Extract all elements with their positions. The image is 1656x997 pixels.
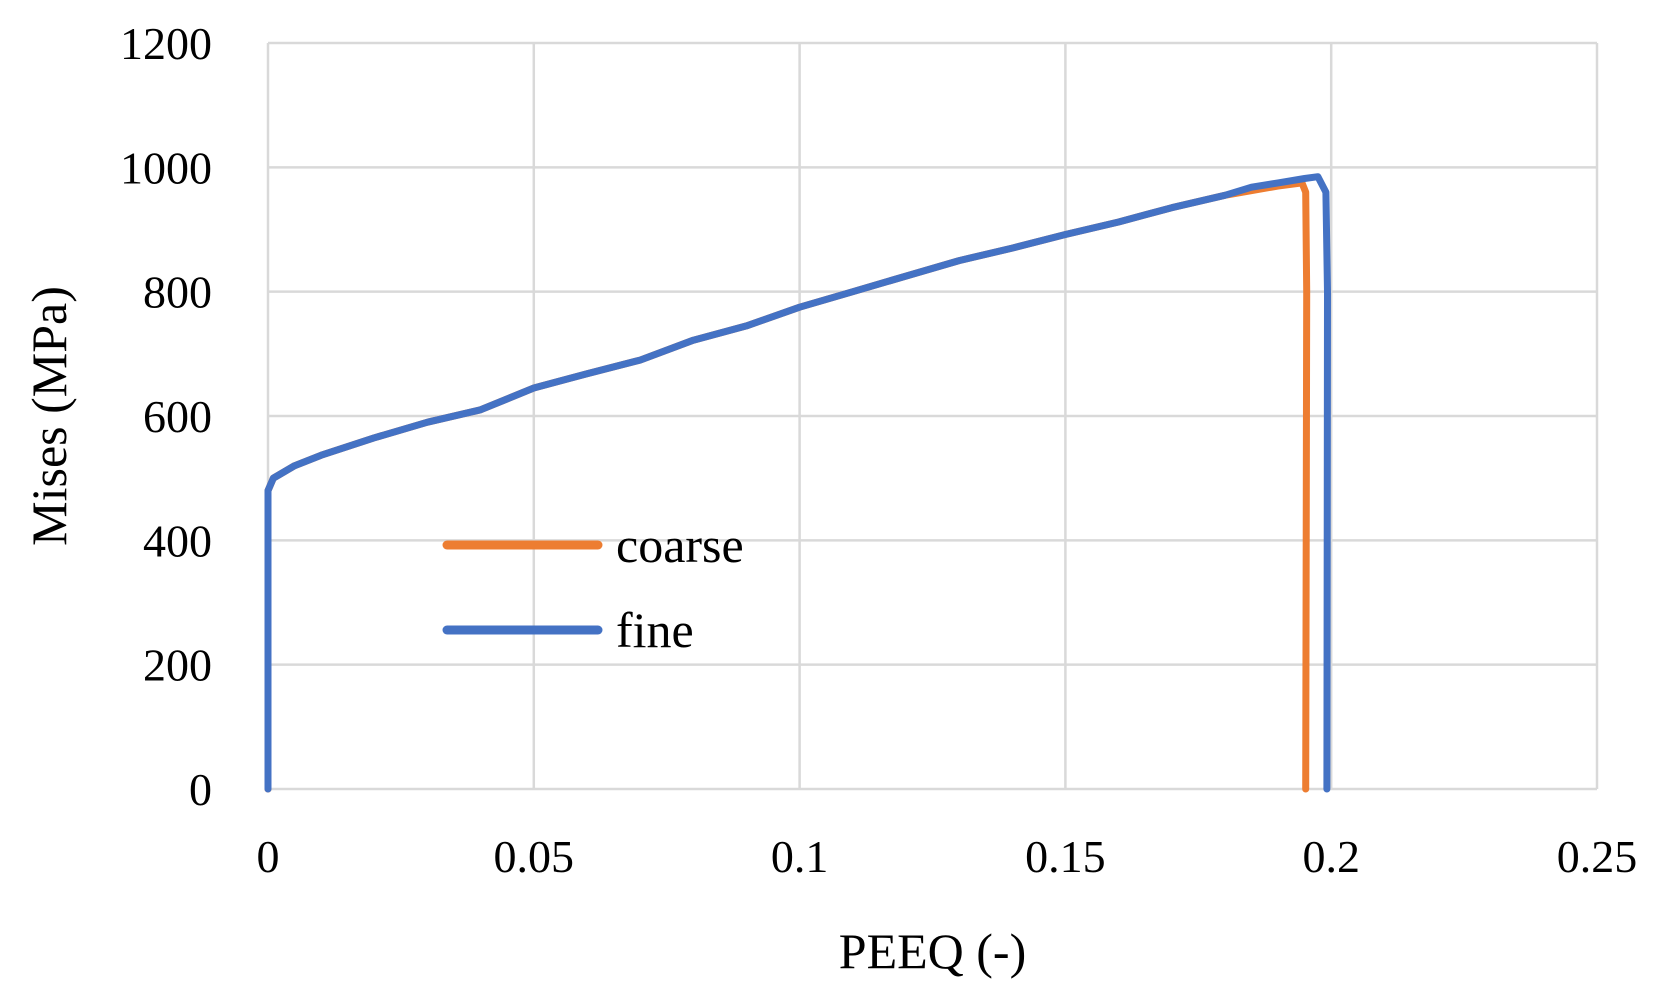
- y-tick-label-2: 400: [143, 515, 212, 566]
- y-tick-label-6: 1200: [120, 18, 212, 69]
- x-axis-title: PEEQ (-): [839, 923, 1026, 979]
- y-axis-title: Mises (MPa): [21, 286, 77, 546]
- grid: [266, 41, 1599, 791]
- plot-series: [264, 173, 1331, 793]
- x-tick-label-2: 0.1: [771, 831, 829, 882]
- x-tick-label-4: 0.2: [1302, 831, 1360, 882]
- y-tick-label-3: 600: [143, 391, 212, 442]
- y-tick-label-5: 1000: [120, 142, 212, 193]
- y-axis-ticks: 0 200 400 600 800 1000 1200: [120, 18, 212, 815]
- x-tick-label-5: 0.25: [1557, 831, 1638, 882]
- x-axis-ticks: 0 0.05 0.1 0.15 0.2 0.25: [257, 831, 1638, 882]
- x-tick-label-0: 0: [257, 831, 280, 882]
- legend-label-fine: fine: [616, 602, 694, 658]
- series-line-fine: [264, 173, 1331, 793]
- x-tick-label-3: 0.15: [1025, 831, 1106, 882]
- y-tick-label-4: 800: [143, 267, 212, 318]
- y-tick-label-1: 200: [143, 640, 212, 691]
- series-line-coarse: [264, 179, 1311, 793]
- y-tick-label-0: 0: [189, 764, 212, 815]
- x-tick-label-1: 0.05: [494, 831, 575, 882]
- legend-label-coarse: coarse: [616, 517, 744, 573]
- legend: coarse fine: [442, 517, 744, 658]
